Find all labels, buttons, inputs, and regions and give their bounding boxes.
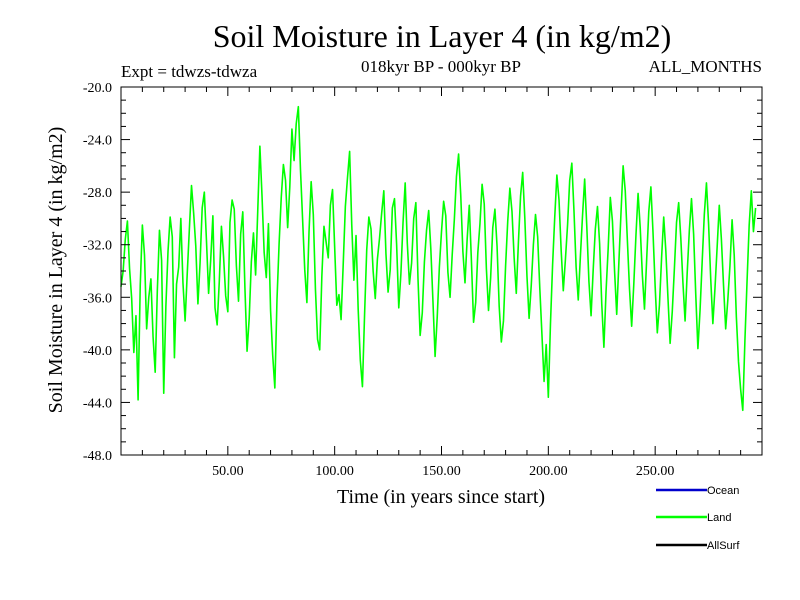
x-tick-label: 250.00 xyxy=(636,464,675,479)
y-tick-label: -48.0 xyxy=(83,449,112,464)
legend-label-land: Land xyxy=(707,512,731,524)
y-tick-label: -28.0 xyxy=(83,186,112,201)
x-tick-label: 200.00 xyxy=(529,464,568,479)
series-line-land xyxy=(120,105,757,412)
x-tick-label: 50.00 xyxy=(212,464,244,479)
months-label: ALL_MONTHS xyxy=(649,57,762,76)
x-tick-label: 150.00 xyxy=(422,464,461,479)
legend: Ocean Land AllSurf xyxy=(656,485,740,552)
legend-label-allsurf: AllSurf xyxy=(707,540,740,552)
y-tick-label: -44.0 xyxy=(83,396,112,411)
period-label: 018kyr BP - 000kyr BP xyxy=(361,57,521,76)
y-axis-label: Soil Moisture in Layer 4 (in kg/m2) xyxy=(45,127,67,414)
y-tick-label: -20.0 xyxy=(83,81,112,96)
chart-title: Soil Moisture in Layer 4 (in kg/m2) xyxy=(213,18,672,54)
x-axis: 50.00 100.00 150.00 200.00 250.00 xyxy=(141,87,742,479)
y-tick-label: -32.0 xyxy=(83,239,112,254)
experiment-label: Expt = tdwzs-tdwza xyxy=(121,62,258,81)
legend-label-ocean: Ocean xyxy=(707,485,739,497)
x-axis-label: Time (in years since start) xyxy=(337,486,545,508)
y-tick-label: -36.0 xyxy=(83,291,112,306)
y-axis: -20.0 -24.0 -28.0 -32.0 -36.0 -40.0 -44.0 -48.0 xyxy=(83,81,762,464)
y-tick-label: -40.0 xyxy=(83,344,112,359)
plot-frame xyxy=(120,86,763,456)
plot-area xyxy=(120,105,757,412)
x-tick-label: 100.00 xyxy=(315,464,354,479)
y-tick-label: -24.0 xyxy=(83,134,112,149)
